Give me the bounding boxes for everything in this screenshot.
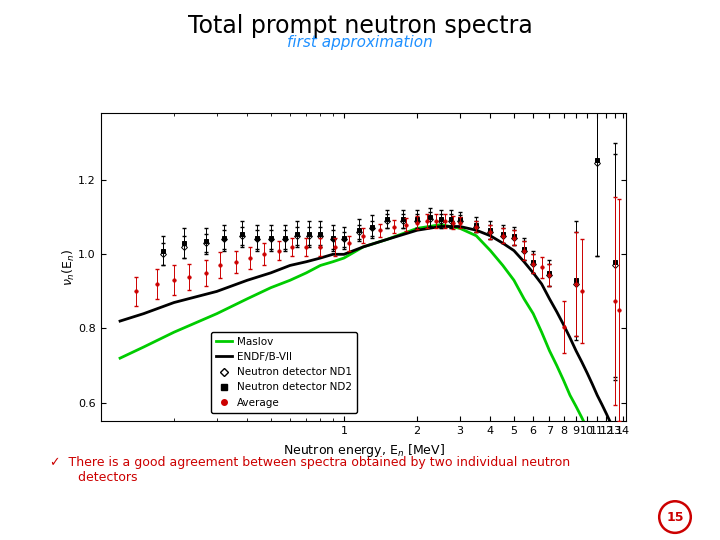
X-axis label: Neutron energy, E$_n$ [MeV]: Neutron energy, E$_n$ [MeV] [283,442,444,458]
Text: ✓  There is a good agreement between spectra obtained by two individual neutron
: ✓ There is a good agreement between spec… [50,456,570,484]
Text: first approximation: first approximation [287,35,433,50]
Text: Total prompt neutron spectra: Total prompt neutron spectra [188,14,532,37]
Legend: Maslov, ENDF/B-VII, Neutron detector ND1, Neutron detector ND2, Average: Maslov, ENDF/B-VII, Neutron detector ND1… [211,332,357,413]
Text: 15: 15 [666,510,684,524]
Y-axis label: $\nu_n$(E$_n$): $\nu_n$(E$_n$) [60,248,77,286]
